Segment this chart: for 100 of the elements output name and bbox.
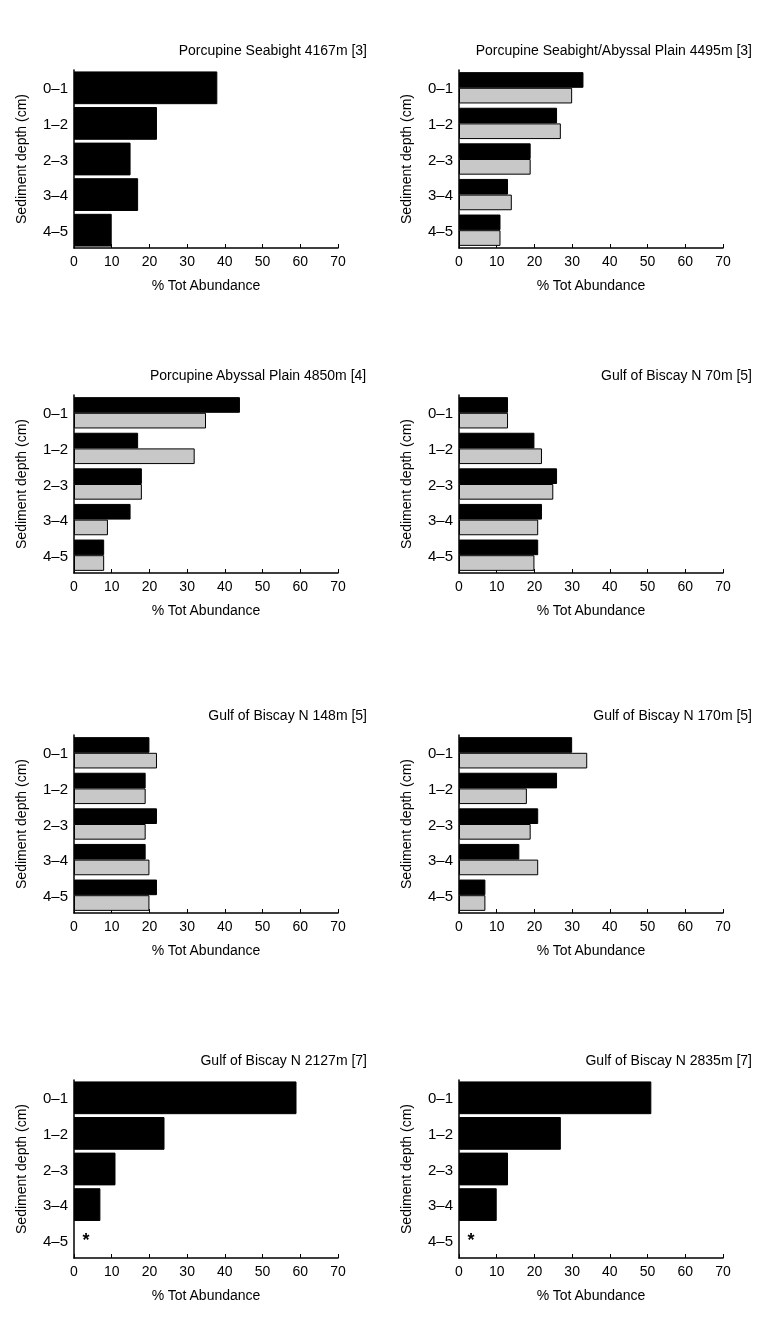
x-tick-label: 30 — [564, 253, 581, 269]
y-axis-title: Sediment depth (cm) — [13, 1104, 29, 1234]
y-axis-title: Sediment depth (cm) — [13, 419, 29, 549]
y-tick-label: 2–3 — [427, 815, 453, 833]
y-tick-label: 4–5 — [427, 221, 453, 239]
x-tick-label: 40 — [217, 918, 233, 934]
y-axis-title: Sediment depth (cm) — [13, 759, 29, 889]
y-tick-label: 3–4 — [42, 851, 68, 869]
x-axis-title: % Tot Abundance — [151, 1287, 261, 1303]
y-tick-label: 4–5 — [42, 886, 68, 904]
x-tick-label: 10 — [103, 918, 120, 934]
x-tick-label: 60 — [292, 918, 309, 934]
y-tick-label: 3–4 — [42, 1196, 68, 1214]
x-tick-label: 30 — [564, 578, 581, 594]
y-tick-label: 1–2 — [42, 779, 68, 797]
x-tick-label: 40 — [217, 253, 233, 269]
y-tick-label: 0–1 — [42, 404, 68, 422]
x-tick-label: 50 — [639, 578, 656, 594]
x-tick-label: 70 — [715, 918, 731, 934]
y-tick-label: 2–3 — [427, 1160, 453, 1178]
chart-title: Gulf of Biscay N 70m [5] — [601, 367, 753, 383]
y-tick-label: 1–2 — [427, 439, 453, 457]
y-tick-label: 0–1 — [427, 404, 453, 422]
y-tick-label: 4–5 — [427, 1231, 453, 1249]
x-tick-label: 70 — [330, 1263, 346, 1279]
x-tick-label: 60 — [677, 1263, 694, 1279]
x-tick-label: 0 — [455, 253, 464, 269]
y-tick-label: 3–4 — [427, 186, 453, 204]
y-tick-label: 1–2 — [42, 1124, 68, 1142]
y-tick-label: 2–3 — [42, 1160, 68, 1178]
x-tick-label: 60 — [292, 253, 309, 269]
x-axis-title: % Tot Abundance — [536, 1287, 646, 1303]
x-tick-label: 70 — [330, 918, 346, 934]
x-tick-label: 50 — [254, 1263, 271, 1279]
x-tick-label: 40 — [602, 578, 618, 594]
x-axis-title: % Tot Abundance — [536, 942, 646, 958]
x-tick-label: 20 — [141, 918, 158, 934]
y-axis-title: Sediment depth (cm) — [398, 759, 414, 889]
x-axis-title: % Tot Abundance — [151, 602, 261, 618]
x-tick-label: 50 — [254, 918, 271, 934]
y-tick-label: 1–2 — [42, 439, 68, 457]
x-tick-label: 30 — [564, 918, 581, 934]
x-tick-label: 60 — [677, 253, 694, 269]
chart-title: Porcupine Seabight 4167m [3] — [178, 42, 368, 58]
y-tick-label: 3–4 — [42, 511, 68, 529]
x-tick-label: 70 — [715, 1263, 731, 1279]
y-tick-label: 4–5 — [427, 546, 453, 564]
x-tick-label: 40 — [602, 918, 618, 934]
x-tick-label: 20 — [526, 578, 543, 594]
x-tick-label: 50 — [639, 253, 656, 269]
x-tick-label: 0 — [70, 1263, 79, 1279]
x-tick-label: 30 — [179, 253, 196, 269]
x-tick-label: 0 — [455, 578, 464, 594]
y-tick-label: 4–5 — [42, 546, 68, 564]
y-axis-title: Sediment depth (cm) — [13, 94, 29, 224]
x-tick-label: 60 — [677, 918, 694, 934]
x-axis-title: % Tot Abundance — [151, 277, 261, 293]
x-tick-label: 30 — [179, 578, 196, 594]
x-tick-label: 20 — [141, 578, 158, 594]
x-tick-label: 50 — [639, 1263, 656, 1279]
x-tick-label: 30 — [179, 918, 196, 934]
x-tick-label: 40 — [217, 578, 233, 594]
y-tick-label: 0–1 — [42, 744, 68, 762]
y-tick-label: 1–2 — [427, 779, 453, 797]
x-tick-label: 50 — [639, 918, 656, 934]
x-axis-title: % Tot Abundance — [536, 277, 646, 293]
x-tick-label: 20 — [526, 1263, 543, 1279]
chart-title: Porcupine Abyssal Plain 4850m [4] — [149, 367, 367, 383]
chart-title: Gulf of Biscay N 148m [5] — [208, 707, 367, 723]
x-tick-label: 70 — [715, 253, 731, 269]
y-tick-label: 2–3 — [427, 475, 453, 493]
x-tick-label: 0 — [455, 918, 464, 934]
x-tick-label: 30 — [179, 1263, 196, 1279]
annotation: * — [82, 1230, 90, 1251]
x-tick-label: 10 — [103, 253, 120, 269]
y-tick-label: 3–4 — [427, 511, 453, 529]
annotation: * — [467, 1230, 475, 1251]
x-tick-label: 30 — [564, 1263, 581, 1279]
y-tick-label: 3–4 — [42, 186, 68, 204]
y-tick-label: 2–3 — [42, 475, 68, 493]
x-tick-label: 0 — [70, 918, 79, 934]
x-tick-label: 10 — [488, 918, 505, 934]
x-tick-label: 10 — [103, 578, 120, 594]
y-tick-label: 3–4 — [427, 851, 453, 869]
x-tick-label: 10 — [488, 578, 505, 594]
x-tick-label: 70 — [330, 578, 346, 594]
y-tick-label: 0–1 — [427, 79, 453, 97]
y-tick-label: 1–2 — [427, 114, 453, 132]
x-tick-label: 10 — [488, 253, 505, 269]
x-tick-label: 70 — [715, 578, 731, 594]
y-tick-label: 0–1 — [427, 1089, 453, 1107]
x-tick-label: 10 — [103, 1263, 120, 1279]
chart-title: Gulf of Biscay N 2835m [7] — [585, 1052, 753, 1068]
y-tick-label: 0–1 — [427, 744, 453, 762]
y-axis-title: Sediment depth (cm) — [398, 1104, 414, 1234]
x-tick-label: 20 — [141, 1263, 158, 1279]
x-tick-label: 20 — [526, 918, 543, 934]
y-tick-label: 2–3 — [42, 815, 68, 833]
x-tick-label: 50 — [254, 253, 271, 269]
x-tick-label: 50 — [254, 578, 271, 594]
